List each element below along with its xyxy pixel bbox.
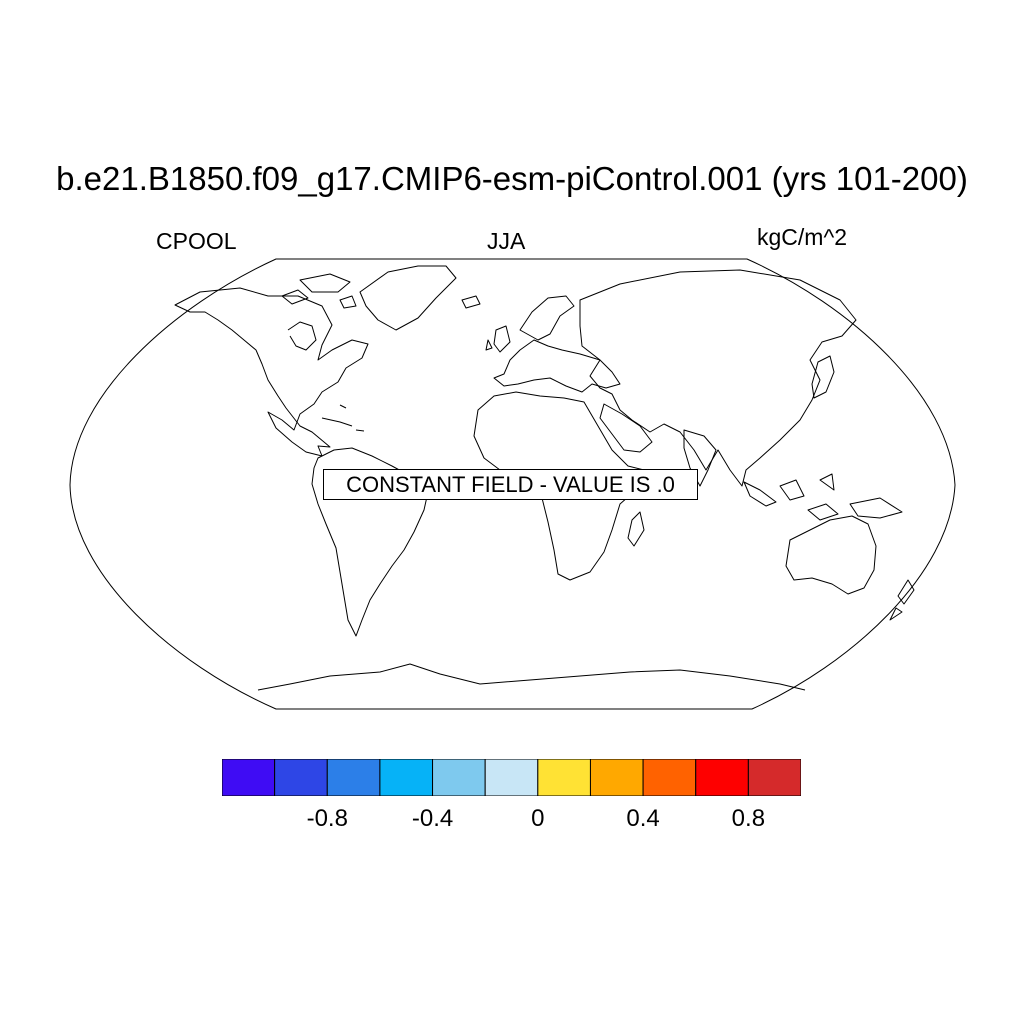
colorbar-box-0 [222, 759, 276, 796]
colorbar-tick-label: 0.4 [626, 805, 660, 832]
colorbar-tick-label: 0.8 [731, 805, 766, 832]
coastline-australia [785, 515, 877, 595]
units-label: kgC/m^2 [757, 224, 848, 250]
plot-title: b.e21.B1850.f09_g17.CMIP6-esm-piControl.… [56, 160, 968, 197]
coastline-arctic-islands [281, 273, 357, 309]
coastline-new-zealand [889, 579, 915, 621]
colorbar-box-2 [326, 759, 381, 796]
coastline-scandinavia [519, 295, 575, 341]
coastline-south-america [311, 447, 429, 637]
variable-label: CPOOL [156, 228, 237, 254]
colorbar-box-7 [589, 759, 644, 796]
coastline-british-isles [485, 325, 511, 353]
colorbar-tick-label: -0.4 [411, 805, 454, 832]
coastline-greenland [359, 265, 457, 331]
coastline-north-america [174, 287, 369, 457]
colorbar-box-5 [484, 759, 539, 796]
coastline-japan [811, 355, 835, 399]
colorbar-box-1 [274, 759, 328, 796]
colorbar-tick-label: -0.8 [306, 805, 348, 832]
colorbar-box-8 [642, 759, 697, 796]
colorbar-box-10 [747, 759, 801, 796]
season-label: JJA [487, 228, 526, 254]
colorbar-box-3 [379, 759, 434, 796]
coastline-asia [579, 269, 857, 487]
coastline-indonesia [743, 473, 903, 521]
coastline-iceland [461, 295, 481, 309]
colorbar [222, 759, 801, 796]
colorbar-tick-label: 0 [531, 805, 545, 832]
constant-field-box: CONSTANT FIELD - VALUE IS .0 [323, 469, 698, 500]
coastline-madagascar [627, 511, 645, 547]
coastline-arabia [599, 403, 653, 453]
coastline-india [683, 429, 717, 487]
coastline-antarctica [257, 663, 806, 691]
coastline-hudson-bay [287, 321, 317, 351]
coastline-caribbean [321, 404, 365, 432]
colorbar-box-4 [432, 759, 486, 796]
colorbar-box-9 [695, 759, 749, 796]
constant-field-message: CONSTANT FIELD - VALUE IS .0 [346, 472, 675, 497]
colorbar-box-6 [537, 759, 591, 796]
coastline-europe [493, 339, 621, 393]
